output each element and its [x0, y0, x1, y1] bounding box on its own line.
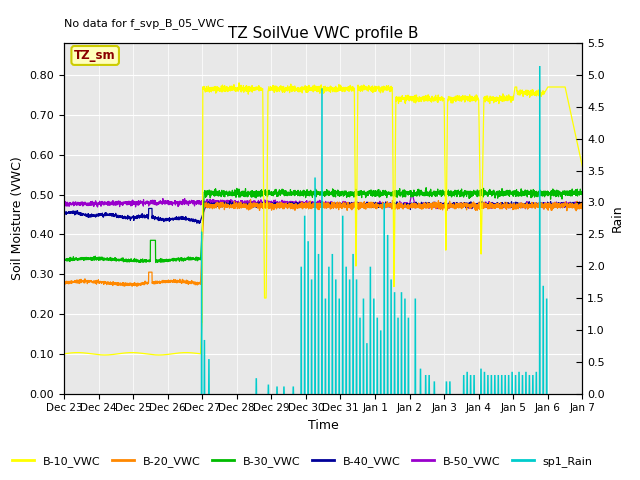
- Text: No data for f_svp_B_05_VWC: No data for f_svp_B_05_VWC: [64, 18, 224, 29]
- X-axis label: Time: Time: [308, 419, 339, 432]
- Y-axis label: Rain: Rain: [611, 204, 623, 232]
- Y-axis label: Soil Moisture (VWC): Soil Moisture (VWC): [11, 156, 24, 280]
- Text: TZ_sm: TZ_sm: [74, 49, 116, 62]
- Legend: B-10_VWC, B-20_VWC, B-30_VWC, B-40_VWC, B-50_VWC, sp1_Rain: B-10_VWC, B-20_VWC, B-30_VWC, B-40_VWC, …: [8, 452, 597, 471]
- Title: TZ SoilVue VWC profile B: TZ SoilVue VWC profile B: [228, 25, 419, 41]
